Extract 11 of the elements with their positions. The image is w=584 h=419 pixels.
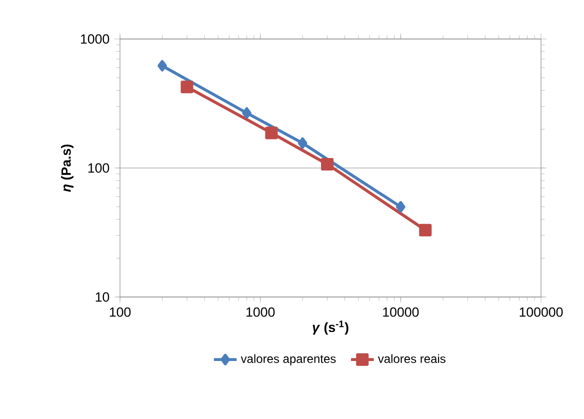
x-tick-label: 10000 <box>383 307 419 317</box>
legend-label: valores aparentes <box>240 354 336 366</box>
x-tick-label: 1000 <box>246 307 275 317</box>
y-axis-title: η (Pa.s) <box>61 144 74 192</box>
legend-label: valores reais <box>378 354 446 364</box>
y-tick-label: 10 <box>96 292 110 302</box>
x-axis-title: γ (s$^{-1}$) <box>312 320 348 335</box>
x-tick-label: 100 <box>110 307 131 317</box>
y-tick-label: 1000 <box>80 34 110 44</box>
x-tick-label: 100000 <box>520 307 563 317</box>
y-tick-label: 100 <box>88 163 110 173</box>
